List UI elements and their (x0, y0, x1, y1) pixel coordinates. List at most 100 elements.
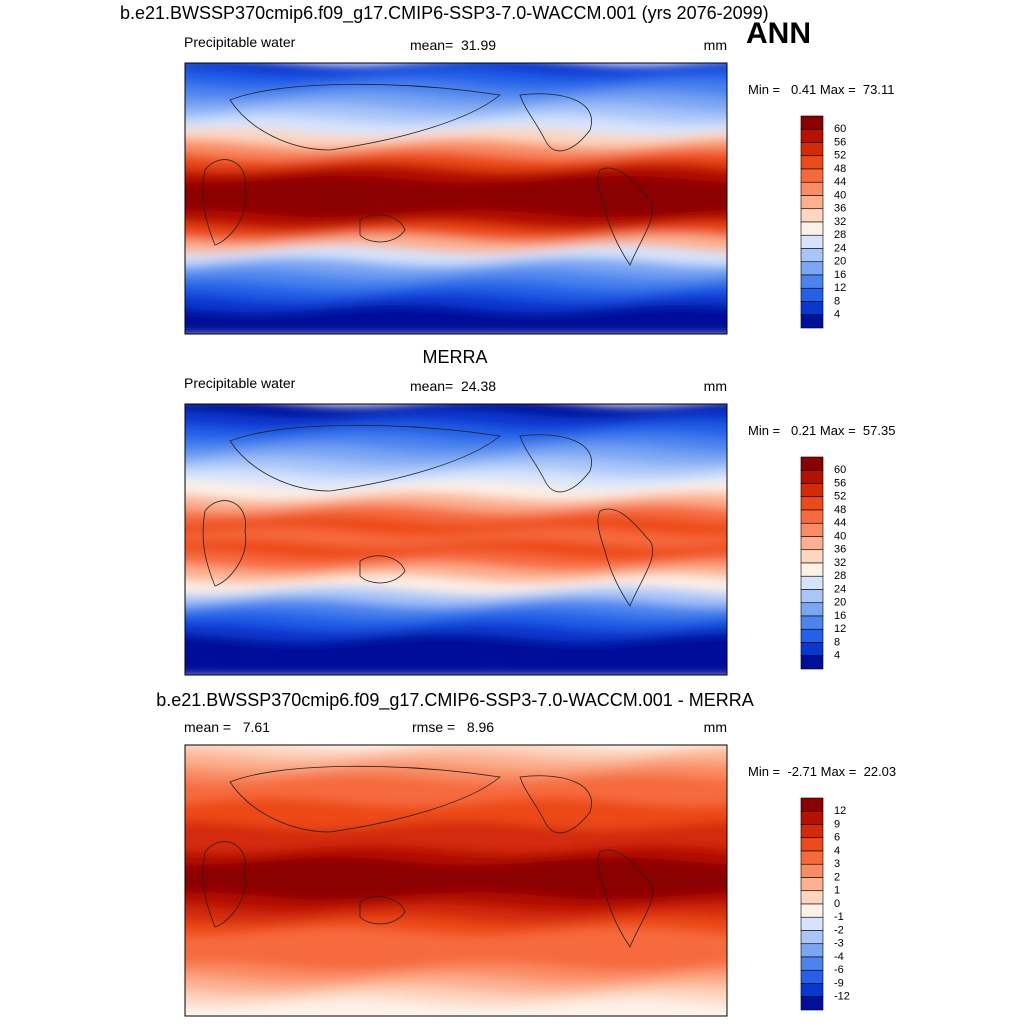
map-band (185, 539, 727, 560)
colorbar-label: 24 (834, 583, 846, 595)
colorbar-label: 4 (834, 845, 840, 857)
colorbar-box (800, 850, 824, 865)
colorbar-label: 48 (834, 163, 846, 175)
colorbar-label: 8 (834, 636, 840, 648)
coastline (229, 424, 501, 492)
colorbar-box (800, 810, 824, 825)
map (185, 404, 727, 675)
colorbar-label: 8 (834, 295, 840, 307)
map-band (185, 527, 727, 548)
colorbar-box (800, 456, 824, 471)
coastline (597, 167, 654, 266)
units-label: mm (704, 719, 727, 735)
map-band (185, 657, 727, 675)
coastline (597, 849, 654, 948)
colorbar-label: -12 (834, 991, 850, 1003)
colorbar-box (800, 956, 824, 971)
map-band (185, 127, 727, 148)
colorbar-box (800, 155, 824, 170)
colorbar-label: 48 (834, 504, 846, 516)
colorbar-label: 20 (834, 597, 846, 609)
colorbar-box (800, 943, 824, 958)
colorbar-label: 40 (834, 189, 846, 201)
colorbar-label: 52 (834, 150, 846, 162)
colorbar-box (800, 549, 824, 564)
coastline (597, 508, 654, 607)
map-band (185, 280, 727, 301)
colorbar-label: 56 (834, 477, 846, 489)
colorbar-box (800, 890, 824, 905)
map (185, 63, 727, 334)
colorbar-box (800, 969, 824, 984)
map-band (185, 68, 727, 89)
colorbar-label: 12 (834, 282, 846, 294)
map-band (185, 868, 727, 889)
coastline (202, 841, 247, 928)
map-band (185, 903, 727, 924)
coastline (229, 83, 501, 151)
units-label: mm (704, 378, 727, 394)
colorbar-box (800, 916, 824, 931)
map-band (185, 809, 727, 830)
colorbar-box (800, 128, 824, 143)
map-frame (184, 744, 728, 1017)
panel-title: MERRA (422, 347, 487, 367)
colorbar-box (800, 797, 824, 812)
colorbar-label: -4 (834, 951, 844, 963)
map-band (185, 821, 727, 842)
colorbar-label: 16 (834, 269, 846, 281)
map-field (185, 63, 727, 334)
colorbar-box (800, 314, 824, 329)
colorbar-box (800, 824, 824, 839)
colorbar-label: -9 (834, 977, 844, 989)
coastline (229, 765, 501, 833)
colorbar-label: 0 (834, 898, 840, 910)
colorbar-box (800, 234, 824, 249)
variable-label: Precipitable water (184, 375, 296, 391)
map-band (185, 974, 727, 995)
colorbar-box (800, 496, 824, 511)
colorbar-label: 36 (834, 203, 846, 215)
colorbar-label: 3 (834, 858, 840, 870)
colorbar-label: 24 (834, 242, 846, 254)
colorbar-box (800, 274, 824, 289)
map-field (185, 404, 727, 675)
map-band (185, 951, 727, 971)
colorbar-label: 32 (834, 557, 846, 569)
colorbar-label: 4 (834, 309, 840, 321)
colorbar-box (800, 903, 824, 918)
mean-label: mean= 31.99 (410, 37, 496, 53)
coastline (359, 896, 406, 925)
map-band (185, 750, 727, 771)
map-band (185, 468, 727, 489)
colorbar-box (800, 996, 824, 1011)
coastline (519, 775, 592, 834)
min-max-label: Min = -2.71 Max = 22.03 (748, 764, 896, 779)
colorbar-box (800, 837, 824, 852)
colorbar-label: 1 (834, 885, 840, 897)
min-max-label: Min = 0.41 Max = 73.11 (748, 82, 894, 97)
colorbar-box (800, 168, 824, 183)
colorbar-box (800, 287, 824, 302)
colorbar-box (800, 983, 824, 998)
map-band (185, 292, 727, 313)
colorbar-box (800, 248, 824, 263)
panel-title: b.e21.BWSSP370cmip6.f09_g17.CMIP6-SSP3-7… (156, 690, 754, 711)
colorbar-box (800, 301, 824, 316)
map-band (185, 551, 727, 571)
colorbar-box (800, 562, 824, 577)
mean-label: mean= 24.38 (410, 378, 496, 394)
map-band (185, 139, 727, 160)
colorbar-label: 6 (834, 832, 840, 844)
colorbar-box (800, 181, 824, 196)
colorbar-label: 2 (834, 871, 840, 883)
map-band (185, 610, 727, 630)
map-band (185, 409, 727, 430)
colorbar-label: 16 (834, 610, 846, 622)
map-band (185, 480, 727, 501)
map-band (185, 562, 727, 583)
colorbar-label: 28 (834, 570, 846, 582)
colorbar-label: -2 (834, 924, 844, 936)
colorbar-box (800, 575, 824, 590)
